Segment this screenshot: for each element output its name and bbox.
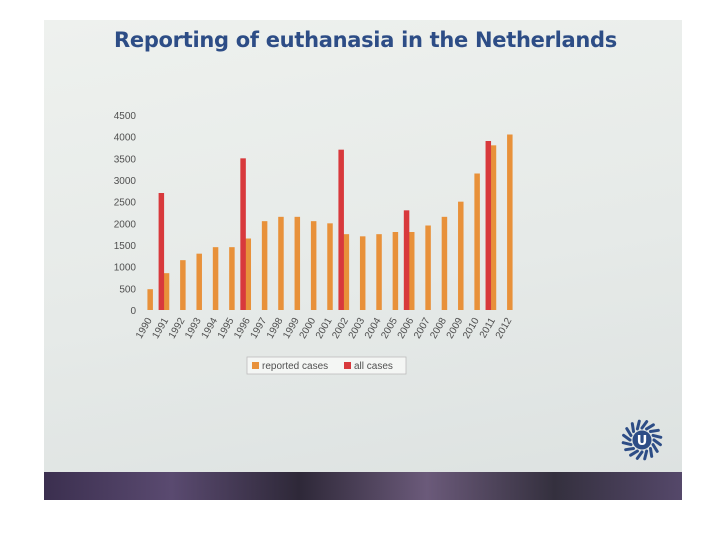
x-axis: 1990199119921993199419951996199719981999… [134,316,515,341]
reported-cases-bar [392,232,399,310]
bar-chart: 0 500 1000 1500 2000 2500 3000 3500 4000 4500 199… [114,111,663,461]
reported-cases-bar [163,273,170,310]
reported-cases-bar [376,234,382,310]
reported-cases-bar [359,236,366,310]
y-tick-label: 2500 [114,198,137,209]
slide-photo: Reporting of euthanasia in the Netherlan… [44,20,682,500]
y-tick-label: 3000 [114,176,137,187]
all-cases-bar [158,193,165,310]
all-cases-bar [338,149,344,310]
reported-cases-bar [294,216,301,310]
legend-label-all: all cases [354,361,393,372]
logo-ray [643,449,649,461]
logo-ray [640,420,649,430]
logo-ray [648,428,660,434]
legend-swatch-reported [252,362,259,369]
logo-ray [625,427,633,437]
logo-disc [632,430,652,450]
slide-title: Reporting of euthanasia in the Netherlan… [114,28,617,52]
stage-background [44,472,682,500]
reported-cases-bar [441,216,448,310]
logo-ray [622,433,632,442]
y-tick-label: 500 [119,284,136,295]
y-tick-label: 4000 [114,133,137,144]
reported-cases-bar [147,289,153,310]
legend-box [246,356,407,375]
projected-slide: Reporting of euthanasia in the Netherlan… [44,20,682,472]
logo-ray [635,450,644,460]
reported-cases-bar [327,223,333,310]
reported-cases-bar [408,232,415,310]
y-tick-label: 2000 [114,219,137,230]
reported-cases-bar [278,216,284,310]
logo-ray [629,449,639,457]
reported-cases-bar [196,253,202,310]
reported-cases-bar [212,247,219,310]
logo-ray [652,438,662,447]
all-cases-bar [403,210,410,310]
logo-ray [624,446,636,452]
reported-cases-bar [229,247,235,310]
logo-ray [630,422,636,434]
university-logo-icon: U [621,419,663,461]
reported-cases-bar [343,234,350,310]
x-tick-label: 2010 [461,316,482,341]
y-tick-label: 3500 [114,154,137,165]
reported-cases-bar [245,238,252,310]
reported-cases-bar [474,173,480,310]
logo-letter: U [637,434,648,449]
reported-cases-bar [458,201,464,310]
reported-cases-bar [261,221,268,310]
y-tick-label: 1000 [114,263,137,274]
reported-cases-bar [180,260,186,310]
y-tick-label: 4500 [114,111,137,122]
legend-swatch-all [344,362,351,369]
reported-cases-bar [310,221,317,310]
y-axis: 0 500 1000 1500 2000 2500 3000 3500 4000 4500 [114,111,137,317]
reported-cases-bar [425,225,431,310]
reported-cases-bar [490,145,497,310]
all-cases-bar [240,158,246,310]
x-tick-label: 2012 [494,316,515,341]
chart-legend: reported cases all cases [246,356,407,375]
logo-ray [651,443,659,453]
logo-ray [648,446,654,458]
logo-ray [635,419,641,431]
legend-label-reported: reported cases [262,361,328,372]
logo-ray [621,441,633,447]
y-tick-label: 0 [130,306,136,317]
logo-ray [645,423,655,431]
reported-cases-bar [507,134,513,310]
logo-ray [651,433,663,439]
all-cases-bar [485,141,492,310]
y-tick-label: 1500 [114,241,137,252]
chart-bars [147,134,513,310]
